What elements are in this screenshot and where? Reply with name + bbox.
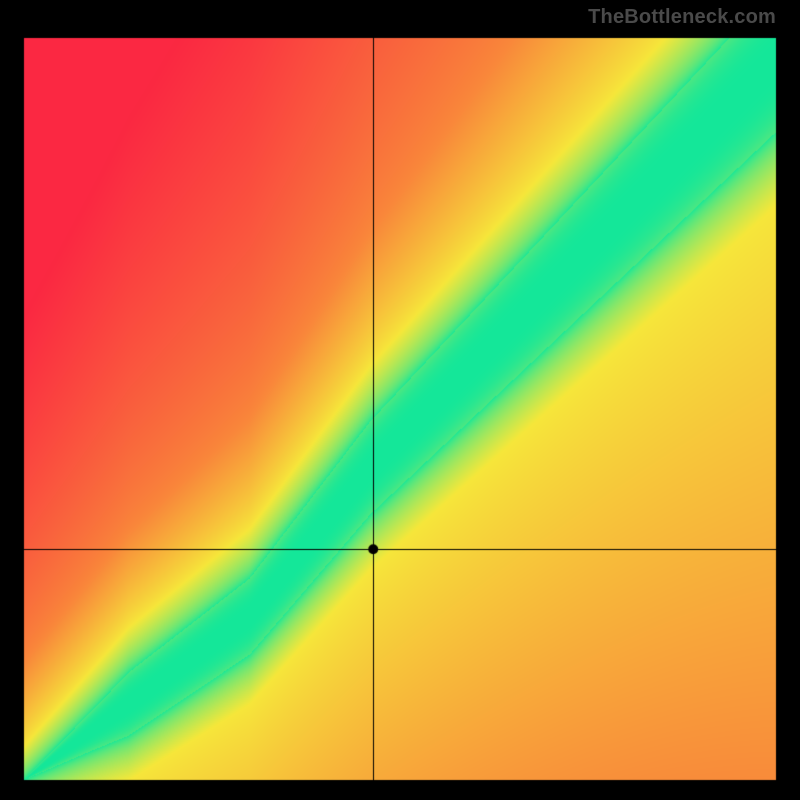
chart-container: { "watermark": { "text": "TheBottleneck.… [0,0,800,800]
watermark-text: TheBottleneck.com [588,6,776,29]
heatmap-canvas [0,0,800,800]
